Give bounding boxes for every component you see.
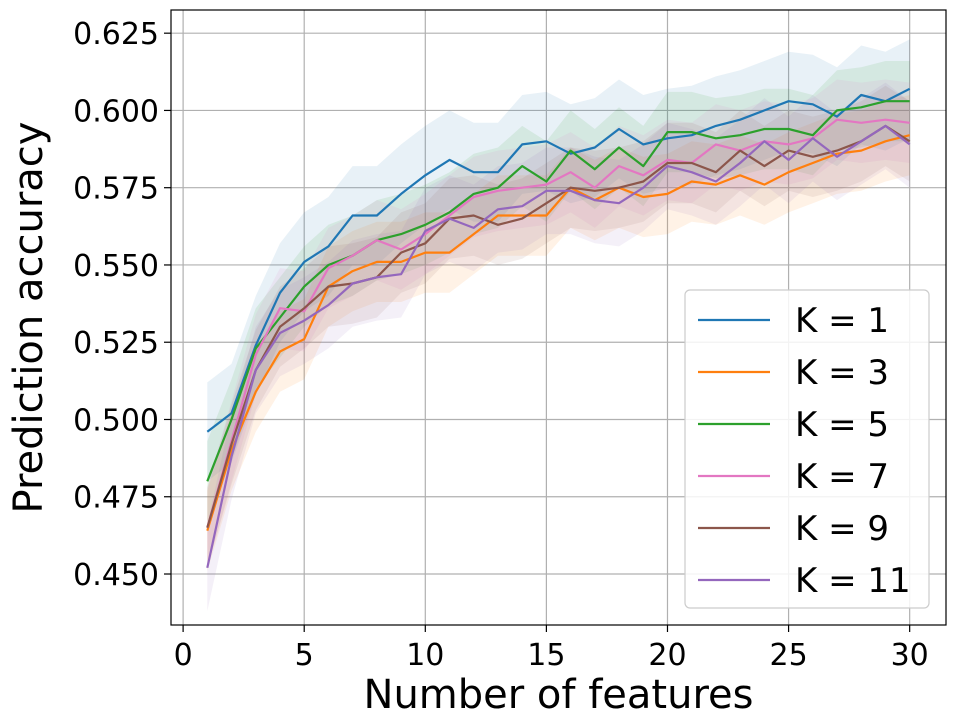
y-tick-label: 0.500 <box>73 403 159 438</box>
x-axis-label: Number of features <box>364 672 754 718</box>
confidence-band-k9 <box>207 85 910 568</box>
y-tick-label: 0.475 <box>73 481 159 516</box>
y-axis-label: Prediction accuracy <box>6 122 52 514</box>
series-line-k9 <box>206 124 911 529</box>
confidence-band-k5 <box>207 61 910 522</box>
legend-label: K = 11 <box>795 561 911 601</box>
plot-frame <box>170 9 947 626</box>
x-tick-label: 25 <box>769 638 807 673</box>
x-tick-label: 20 <box>648 638 686 673</box>
axis-ticks: 0 5 10 15 20 25 30 0.450 0.475 0.500 0.525 0.550 0.5… <box>73 17 929 673</box>
legend: K = 1 K = 3 K = 5 K = 7 K = 9 K = 11 <box>684 289 930 609</box>
confidence-band-k11 <box>207 82 910 612</box>
x-tick-label: 10 <box>406 638 444 673</box>
y-tick-label: 0.625 <box>73 17 159 52</box>
legend-label: K = 5 <box>795 405 889 445</box>
series-lines <box>206 87 911 569</box>
series-line-k7 <box>206 118 910 528</box>
x-tick-label: 30 <box>891 638 929 673</box>
y-tick-label: 0.525 <box>73 326 159 361</box>
y-tick-label: 0.550 <box>73 249 159 284</box>
series-line-k1 <box>206 87 911 433</box>
legend-label: K = 1 <box>795 301 889 341</box>
x-tick-label: 15 <box>527 638 565 673</box>
series-line-k3 <box>206 134 910 532</box>
series-line-k11 <box>206 124 911 569</box>
y-tick-label: 0.450 <box>73 558 159 593</box>
series-line-k5 <box>206 100 910 482</box>
legend-label: K = 7 <box>795 457 889 497</box>
x-tick-label: 0 <box>174 638 193 673</box>
confidence-band-k7 <box>207 79 910 568</box>
x-tick-label: 5 <box>295 638 314 673</box>
y-tick-label: 0.575 <box>73 172 159 207</box>
legend-label: K = 3 <box>795 353 889 393</box>
confidence-band-k3 <box>207 95 910 571</box>
y-tick-label: 0.600 <box>73 94 159 129</box>
legend-label: K = 9 <box>795 509 889 549</box>
